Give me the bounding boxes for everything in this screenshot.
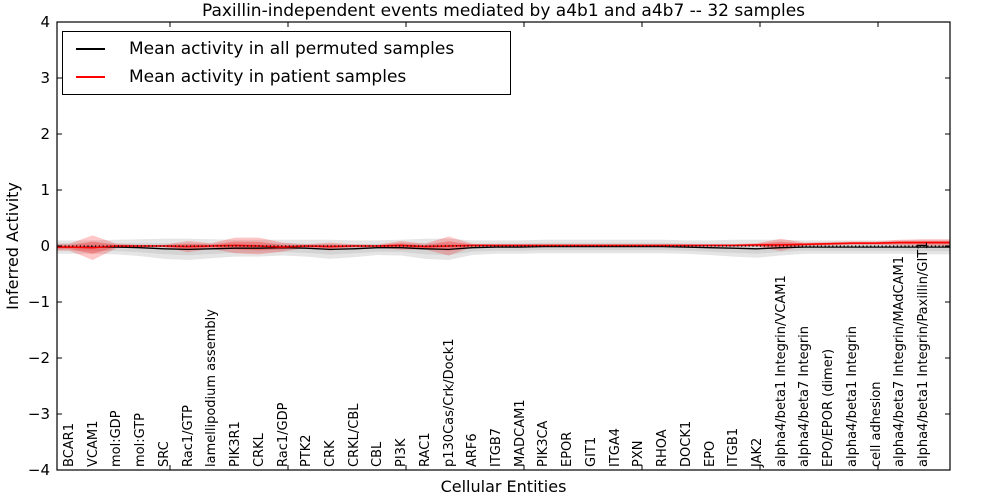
- y-tick-label: −1: [27, 293, 50, 311]
- x-category-label: BCAR1: [62, 423, 77, 467]
- x-category-label: PIK3CA: [536, 420, 552, 467]
- x-category-label: EPO/EPOR (dimer): [821, 348, 837, 467]
- x-category-label: Rac1/GDP: [275, 402, 291, 467]
- y-tick-label: 0: [40, 237, 50, 255]
- x-category-label: mol:GTP: [133, 413, 149, 467]
- x-category-label: cell adhesion: [868, 381, 884, 467]
- legend-entry-permuted: Mean activity in all permuted samples: [63, 35, 510, 63]
- x-category-label: mol:GDP: [109, 410, 125, 467]
- x-category-label: VCAM1: [85, 420, 101, 467]
- x-category-label: PIK3R1: [228, 421, 244, 467]
- x-category-label: PXN: [631, 440, 647, 467]
- x-category-label: alpha4/beta1 Integrin: [844, 325, 860, 467]
- x-category-label: ITGA4: [607, 427, 623, 467]
- x-category-label: GIT1: [583, 436, 599, 467]
- y-tick-label: 2: [40, 125, 50, 143]
- x-category-label: EPOR: [560, 431, 576, 467]
- y-tick-label: −2: [27, 349, 50, 367]
- x-category-label: alpha4/beta1 Integrin/VCAM1: [773, 275, 789, 467]
- x-category-label: CRKL/CBL: [346, 403, 362, 468]
- permuted-spread-band-outer: [57, 238, 950, 260]
- legend: Mean activity in all permuted samples Me…: [62, 31, 511, 95]
- x-category-label: alpha4/beta1 Integrin/Paxillin/GIT1: [916, 241, 931, 467]
- x-category-label: p130Cas/Crk/Dock1: [441, 338, 457, 467]
- x-category-label: PTK2: [299, 434, 315, 467]
- y-tick-label: −3: [27, 405, 50, 423]
- x-category-label: Rac1/GTP: [180, 405, 196, 467]
- y-tick-label: 1: [40, 181, 50, 199]
- legend-label-permuted: Mean activity in all permuted samples: [129, 39, 455, 59]
- x-category-label: ARF6: [465, 433, 481, 467]
- chart-title: Paxillin-independent events mediated by …: [201, 1, 806, 21]
- x-category-label: CBL: [370, 441, 386, 467]
- x-category-label: SRC: [156, 441, 172, 467]
- x-category-label: PI3K: [394, 438, 410, 467]
- patient-mean-line: [57, 241, 950, 249]
- x-category-label: DOCK1: [678, 420, 694, 467]
- patient-spread-band-inner: [57, 241, 950, 254]
- x-category-label: ITGB7: [489, 427, 504, 467]
- x-category-label: JAK2: [749, 437, 765, 467]
- x-category-label: MADCAM1: [512, 399, 528, 467]
- y-tick-label: 4: [40, 13, 50, 31]
- permuted-line-swatch: [76, 48, 105, 50]
- y-tick-label: 3: [40, 69, 50, 87]
- x-category-label: alpha4/beta7 Integrin/MAdCAM1: [892, 256, 908, 467]
- permuted-mean-line: [57, 245, 950, 251]
- x-category-label: ITGB1: [726, 427, 742, 467]
- x-category-label: RHOA: [655, 429, 671, 467]
- legend-entry-patient: Mean activity in patient samples: [63, 63, 510, 91]
- x-category-label: RAC1: [417, 432, 433, 467]
- x-category-label: lamellipodium assembly: [204, 309, 220, 467]
- x-category-label: CRK: [322, 440, 338, 467]
- legend-label-patient: Mean activity in patient samples: [129, 67, 407, 87]
- patient-line-swatch: [76, 76, 105, 78]
- y-tick-label: −4: [27, 461, 50, 479]
- x-axis-label: Cellular Entities: [440, 477, 567, 496]
- x-category-label: CRKL: [251, 433, 267, 467]
- x-category-label: EPO: [702, 440, 718, 467]
- x-category-label: alpha4/beta7 Integrin: [797, 325, 813, 467]
